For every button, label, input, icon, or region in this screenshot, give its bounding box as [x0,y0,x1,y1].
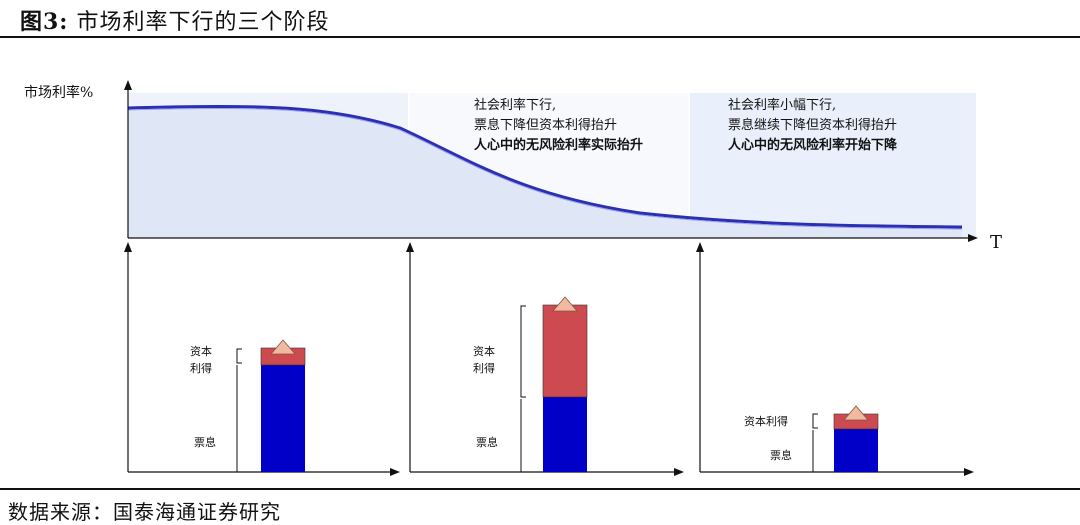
market-rate-curve-highlight [127,107,963,230]
stage-2-note-line-2: 票息下降但资本利得抬升 [474,117,617,133]
panel-1-y-arrow [124,242,132,252]
panel-1-x-arrow [390,468,400,476]
stage-3-note-bold: 人心中的无风险利率开始下降 [728,137,898,153]
top-rule [0,36,1080,38]
panel-1-coupon-label: 票息 [194,435,216,449]
panel-3: 资本利得 票息 [696,242,974,476]
panel-3-triangle-icon [843,405,869,421]
panel-2-capital-label-1: 资本 [473,344,495,358]
panel-1-capital-bracket [236,348,242,364]
stage-2-note-line-1: 社会利率下行, [474,97,556,113]
market-rate-curve [127,104,963,229]
panel-3-y-arrow [696,242,704,252]
panel-3-coupon-label: 票息 [770,448,792,462]
panel-1-capital-label-1: 资本 [190,344,212,358]
stage-3-note-line-1: 社会利率小幅下行, [728,97,836,113]
figure-title-text: 市场利率下行的三个阶段 [76,10,330,35]
panel-2-coupon-bar [543,397,587,472]
stage-2-note-bold: 人心中的无风险利率实际抬升 [474,137,643,153]
panel-1: 资本 利得 票息 [124,242,400,476]
panel-3-capital-label: 资本利得 [744,414,788,428]
figure-label: 图3: [20,9,69,35]
panel-2-capital-label-2: 利得 [473,362,495,375]
panel-2-capital-bar [542,304,588,398]
x-axis-label: T [990,232,1002,253]
panel-2-x-arrow [674,468,684,476]
panel-3-x-arrow [964,468,974,476]
panel-3-capital-bracket [812,413,818,429]
stage-3-band [690,93,976,238]
panel-1-capital-label-2: 利得 [190,362,212,375]
figure-title: 图3: 市场利率下行的三个阶段 [20,4,329,36]
source-note: 数据来源：国泰海通证券研究 [8,500,281,524]
panel-1-coupon-bar [261,365,305,472]
curve-area [128,106,962,238]
panel-3-coupon-bar [834,429,878,472]
panel-2: 资本 利得 票息 [406,242,684,476]
panel-2-triangle-icon [552,296,578,312]
panel-2-capital-bracket [520,305,526,398]
panel-2-coupon-label: 票息 [476,435,498,449]
stage-3-note-line-2: 票息继续下降但资本利得抬升 [728,117,897,133]
bottom-rule [0,488,1080,490]
top-y-axis-arrow [124,80,132,90]
top-x-axis-arrow [968,234,978,242]
panel-1-triangle-icon [270,339,296,355]
panel-2-y-arrow [406,242,414,252]
y-axis-label: 市场利率% [24,84,93,101]
